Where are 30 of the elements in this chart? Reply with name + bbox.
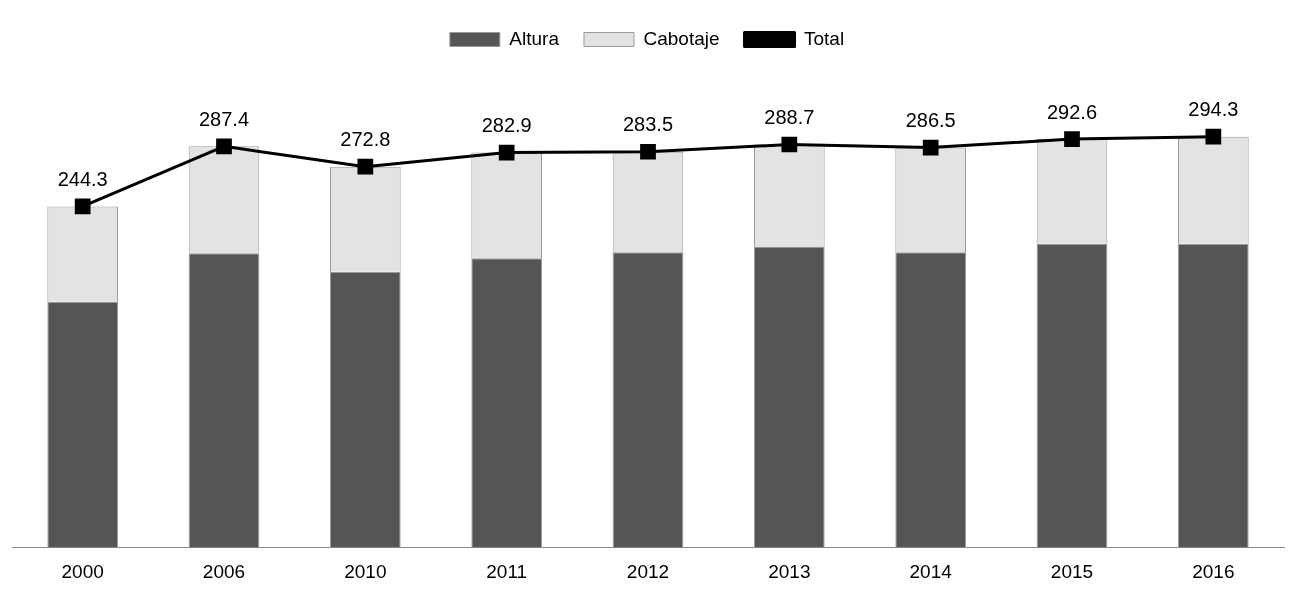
data-label: 283.5 [622, 113, 674, 136]
legend-label: Total [804, 27, 845, 49]
point [74, 198, 91, 215]
x-tick-label: 2010 [344, 560, 387, 582]
x-tick-label: 2016 [1192, 560, 1235, 582]
x-tick-label: 2011 [486, 560, 528, 582]
point [781, 136, 798, 153]
data-label: 287.4 [198, 107, 250, 130]
legend-label: Cabotaje [643, 27, 720, 49]
data-label: 294.3 [1188, 98, 1239, 121]
x-tick-label: 2014 [909, 560, 953, 582]
x-tick-label: 2000 [61, 560, 104, 582]
point [640, 143, 656, 160]
x-tick-label: 2006 [202, 560, 246, 582]
point [357, 158, 374, 175]
point [1205, 128, 1222, 145]
point [1064, 131, 1080, 147]
data-label: 272.8 [340, 128, 391, 151]
data-label: 286.5 [905, 109, 956, 132]
point [216, 138, 232, 155]
data-label: 292.6 [1046, 100, 1098, 123]
point [922, 139, 939, 156]
legend-label: Altura [509, 27, 560, 49]
data-label: 282.9 [481, 114, 532, 137]
x-tick-label: 2015 [1050, 560, 1094, 582]
data-label: 288.7 [764, 106, 815, 129]
data-label: 244.3 [57, 167, 108, 190]
point [498, 144, 515, 161]
x-tick-label: 2012 [626, 560, 670, 582]
x-tick-label: 2013 [768, 560, 811, 582]
